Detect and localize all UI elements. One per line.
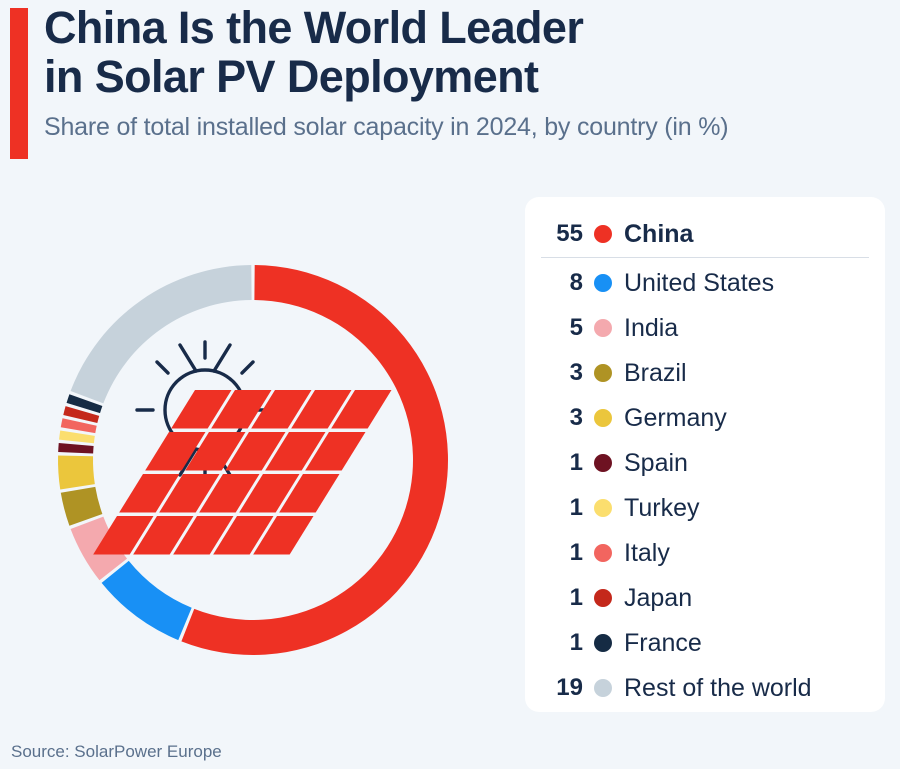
donut-slice-brazil[interactable] bbox=[60, 486, 103, 526]
solar-panel-cell bbox=[305, 432, 366, 471]
legend-label: China bbox=[624, 219, 694, 248]
donut-slice-china[interactable] bbox=[181, 265, 449, 655]
legend-item-italy[interactable]: 1 Italy bbox=[525, 530, 885, 575]
donut-slice-japan[interactable] bbox=[63, 406, 100, 424]
donut-slice-italy[interactable] bbox=[60, 418, 97, 434]
solar-panel-cell bbox=[93, 516, 154, 555]
legend-label: United States bbox=[624, 268, 775, 297]
legend-value: 55 bbox=[556, 219, 583, 247]
donut-slice-united-states[interactable] bbox=[101, 560, 192, 641]
legend-color-dot bbox=[594, 363, 612, 382]
solar-panel-cell bbox=[253, 516, 314, 555]
legend-value: 1 bbox=[569, 448, 583, 476]
solar-panel-cell bbox=[211, 390, 272, 429]
legend-item-india[interactable]: 5 India bbox=[525, 305, 885, 350]
solar-panel-cell bbox=[171, 390, 232, 429]
legend-item-rest-of-the-world[interactable]: 19 Rest of the world bbox=[525, 665, 885, 710]
solar-panel-cell bbox=[133, 516, 194, 555]
source-note: Source: SolarPower Europe bbox=[11, 742, 222, 761]
legend-item-japan[interactable]: 1 Japan bbox=[525, 575, 885, 620]
solar-panel-cell bbox=[251, 390, 312, 429]
legend-divider bbox=[541, 257, 869, 258]
page-title: China Is the World Leader in Solar PV De… bbox=[44, 0, 894, 141]
legend-item-turkey[interactable]: 1 Turkey bbox=[525, 485, 885, 530]
donut-slice-germany[interactable] bbox=[58, 455, 95, 490]
solar-panel-cell bbox=[119, 474, 180, 513]
legend-color-dot bbox=[594, 633, 612, 652]
solar-panel-cell bbox=[159, 474, 220, 513]
legend-label: Japan bbox=[624, 583, 693, 612]
donut-chart bbox=[0, 185, 520, 725]
solar-panel-cell bbox=[213, 516, 274, 555]
legend-label: India bbox=[624, 313, 679, 342]
legend-item-china[interactable]: 55 China bbox=[525, 211, 885, 256]
legend-value: 3 bbox=[569, 358, 583, 386]
donut-chart-svg bbox=[58, 265, 449, 655]
legend-color-dot bbox=[594, 318, 612, 337]
legend-color-dot bbox=[594, 408, 612, 427]
donut-slice-rest-of-the-world[interactable] bbox=[70, 265, 252, 404]
legend-value: 19 bbox=[556, 673, 583, 701]
legend-color-dot bbox=[594, 498, 612, 517]
donut-slice-spain[interactable] bbox=[58, 442, 94, 454]
solar-panel-cell bbox=[199, 474, 260, 513]
legend-label: Spain bbox=[624, 448, 688, 477]
legend-item-united-states[interactable]: 8 United States bbox=[525, 260, 885, 305]
legend-item-brazil[interactable]: 3 Brazil bbox=[525, 350, 885, 395]
solar-panel-cell bbox=[145, 432, 206, 471]
subtitle: Share of total installed solar capacity … bbox=[44, 113, 729, 141]
legend-value: 3 bbox=[569, 403, 583, 431]
legend-color-dot bbox=[594, 678, 612, 697]
legend-label: Rest of the world bbox=[624, 673, 812, 702]
legend-item-germany[interactable]: 3 Germany bbox=[525, 395, 885, 440]
legend-label: Brazil bbox=[624, 358, 687, 387]
solar-panel-cell bbox=[225, 432, 286, 471]
solar-panel-cell bbox=[279, 474, 340, 513]
legend-value: 8 bbox=[569, 268, 583, 296]
legend-color-dot bbox=[594, 273, 612, 292]
accent-bar bbox=[10, 8, 28, 159]
solar-panel-cell bbox=[265, 432, 326, 471]
donut-slice-turkey[interactable] bbox=[59, 430, 95, 444]
legend-value: 1 bbox=[569, 583, 583, 611]
legend-label: France bbox=[624, 628, 702, 657]
legend-value: 1 bbox=[569, 538, 583, 566]
solar-panel-cell bbox=[291, 390, 352, 429]
legend-label: Turkey bbox=[624, 493, 700, 522]
legend-label: Italy bbox=[624, 538, 670, 567]
legend-color-dot bbox=[594, 224, 612, 243]
legend-color-dot bbox=[594, 453, 612, 472]
solar-panel-cell bbox=[185, 432, 246, 471]
legend: 55 China 8 United States 5 India 3 Brazil 3 Germa… bbox=[525, 197, 885, 712]
solar-panel-cell bbox=[331, 390, 392, 429]
legend-value: 1 bbox=[569, 493, 583, 521]
legend-label: Germany bbox=[624, 403, 727, 432]
legend-color-dot bbox=[594, 588, 612, 607]
legend-item-spain[interactable]: 1 Spain bbox=[525, 440, 885, 485]
solar-panel-icon bbox=[93, 390, 392, 555]
legend-value: 5 bbox=[569, 313, 583, 341]
solar-panel-cell bbox=[239, 474, 300, 513]
donut-slice-france[interactable] bbox=[66, 394, 103, 414]
legend-item-france[interactable]: 1 France bbox=[525, 620, 885, 665]
legend-value: 1 bbox=[569, 628, 583, 656]
header: China Is the World Leader in Solar PV De… bbox=[0, 0, 900, 175]
donut-slices bbox=[58, 265, 449, 655]
solar-panel-cell bbox=[173, 516, 234, 555]
title-line-1: China Is the World Leader bbox=[44, 2, 584, 53]
title-line-2: in Solar PV Deployment bbox=[44, 51, 539, 102]
legend-color-dot bbox=[594, 543, 612, 562]
